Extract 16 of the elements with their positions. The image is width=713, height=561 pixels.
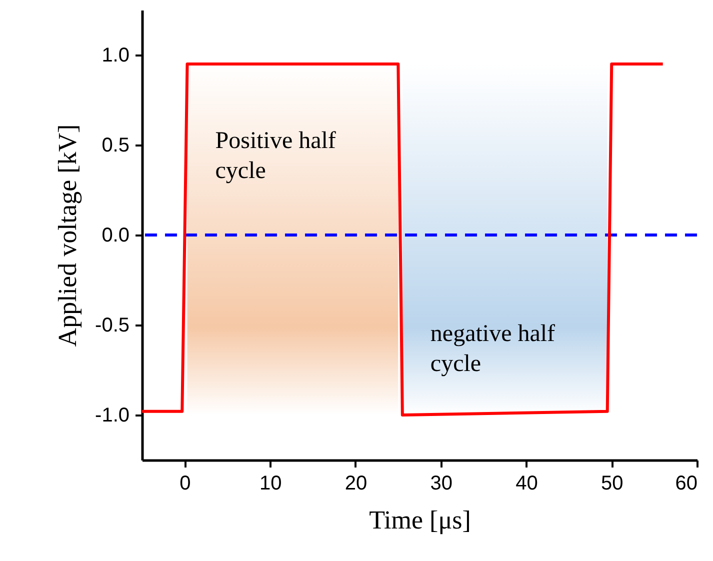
x-tick-label: 50 (600, 472, 624, 494)
x-tick-label: 30 (430, 472, 452, 494)
x-tick-label: 60 (675, 472, 698, 494)
x-tick-label: 0 (180, 472, 191, 494)
y-tick-label: 1.0 (102, 44, 130, 66)
y-tick-label: 0.0 (102, 224, 130, 246)
y-tick-label: 0.5 (102, 134, 130, 156)
band-label: negative half cycle (430, 321, 556, 377)
x-tick-label: 10 (259, 472, 282, 494)
y-tick-label: -0.5 (95, 314, 130, 336)
band-label: Positive half cycle (215, 128, 336, 184)
x-tick-label: 40 (516, 472, 538, 494)
y-tick-label: -1.0 (95, 404, 130, 426)
x-tick-label: 20 (344, 472, 368, 494)
y-axis-title: Applied voltage [kV] (53, 124, 82, 347)
x-axis-title: Time [μs] (369, 506, 471, 534)
